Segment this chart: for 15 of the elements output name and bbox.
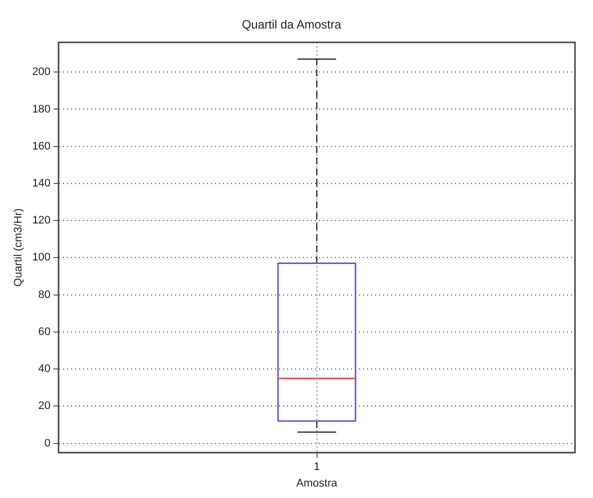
y-tick-label: 200	[32, 66, 51, 78]
x-axis-title: Amostra	[296, 477, 338, 490]
y-tick-label: 100	[32, 252, 51, 264]
y-tick-label: 0	[44, 437, 51, 450]
chart-title: Quartil da Amostra	[242, 18, 342, 32]
y-tick-label: 80	[38, 288, 51, 301]
y-tick-label: 160	[32, 140, 51, 152]
y-tick-label: 180	[32, 103, 51, 116]
y-axis-title: Quartil (cm3/Hr)	[12, 208, 25, 287]
y-tick-label: 60	[38, 326, 51, 338]
x-tick-label: 1	[314, 461, 320, 474]
y-tick-label: 120	[32, 214, 51, 227]
y-tick-label: 140	[32, 177, 51, 190]
y-tick-label: 20	[38, 400, 51, 412]
y-tick-label: 40	[38, 363, 51, 376]
